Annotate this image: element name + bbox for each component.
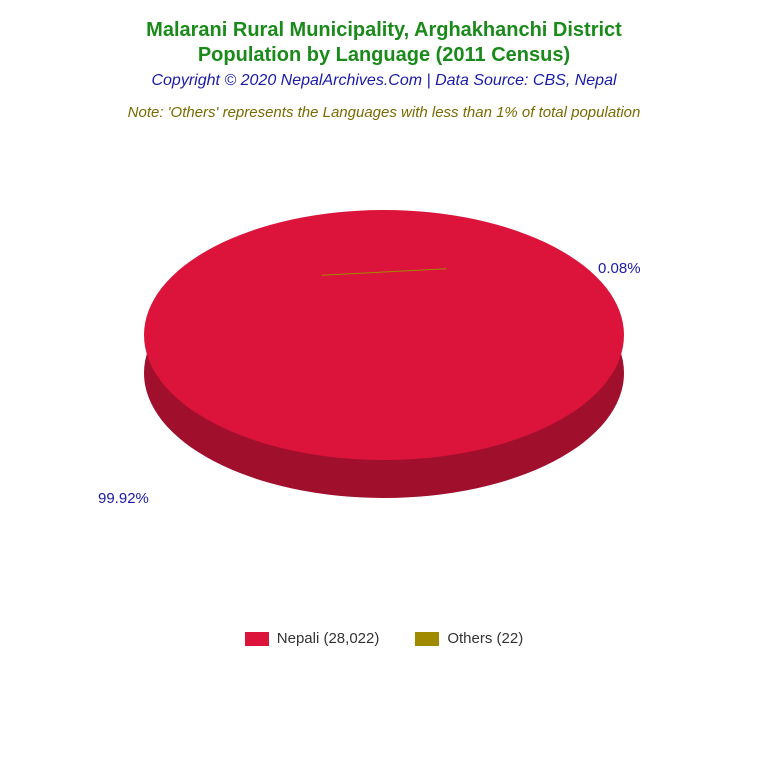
legend-label-others: Others (22)	[447, 630, 523, 647]
pie-chart: 99.92% 0.08%	[0, 210, 768, 558]
title-line-2: Population by Language (2011 Census)	[0, 43, 768, 68]
slice-divider	[322, 268, 447, 276]
note: Note: 'Others' represents the Languages …	[0, 104, 768, 121]
data-label-nepali: 99.92%	[98, 490, 149, 507]
pie-top	[144, 210, 624, 460]
chart-header: Malarani Rural Municipality, Arghakhanch…	[0, 0, 768, 121]
legend-item-others: Others (22)	[415, 630, 523, 647]
legend-swatch-nepali	[245, 632, 269, 646]
legend-swatch-others	[415, 632, 439, 646]
legend-item-nepali: Nepali (28,022)	[245, 630, 380, 647]
legend: Nepali (28,022) Others (22)	[0, 630, 768, 647]
title-line-1: Malarani Rural Municipality, Arghakhanch…	[0, 18, 768, 43]
subtitle: Copyright © 2020 NepalArchives.Com | Dat…	[0, 72, 768, 90]
legend-label-nepali: Nepali (28,022)	[277, 630, 380, 647]
data-label-others: 0.08%	[598, 260, 641, 277]
